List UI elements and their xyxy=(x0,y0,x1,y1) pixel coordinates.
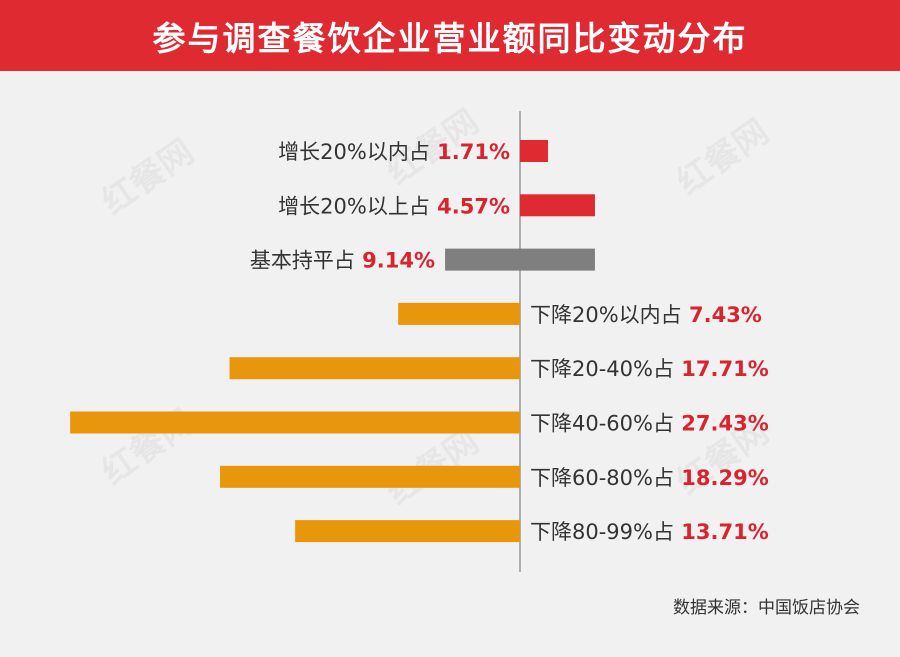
value-label: 27.43% xyxy=(674,412,769,436)
value-label: 7.43% xyxy=(682,303,762,327)
bar xyxy=(445,248,595,271)
bar-label: 增长20%以内占 1.71% xyxy=(278,140,510,164)
bar xyxy=(520,194,595,217)
value-label: 9.14% xyxy=(355,249,435,273)
category-label: 增长20%以上占 xyxy=(278,194,430,218)
category-label: 下降40-60%占 xyxy=(530,412,674,436)
value-label: 17.71% xyxy=(674,357,769,381)
bar xyxy=(220,465,520,488)
category-label: 增长20%以内占 xyxy=(278,140,430,164)
bar-label: 下降20%以内占 7.43% xyxy=(530,303,762,327)
category-label: 下降80-99%占 xyxy=(530,520,674,544)
chart-title: 参与调查餐饮企业营业额同比变动分布 xyxy=(0,0,900,71)
bar-chart: 增长20%以内占 1.71% 增长20%以上占 4.57% 基本持平占 9.14% 下… xyxy=(70,111,769,572)
category-label: 下降20-40%占 xyxy=(530,357,674,381)
bar-label: 增长20%以上占 4.57% xyxy=(278,194,510,218)
bar-label: 下降60-80%占 18.29% xyxy=(530,466,769,490)
bar xyxy=(398,302,520,325)
value-label: 1.71% xyxy=(430,140,510,164)
value-label: 18.29% xyxy=(674,466,769,490)
value-label: 4.57% xyxy=(430,194,510,218)
bar-label: 基本持平占 9.14% xyxy=(250,249,435,273)
category-label: 基本持平占 xyxy=(250,249,355,273)
bar-label: 下降80-99%占 13.71% xyxy=(530,520,769,544)
category-label: 下降60-80%占 xyxy=(530,466,674,490)
category-label: 下降20%以内占 xyxy=(530,303,682,327)
bar xyxy=(70,411,520,434)
bar-label: 下降40-60%占 27.43% xyxy=(530,412,769,436)
bar-label: 下降20-40%占 17.71% xyxy=(530,357,769,381)
bar xyxy=(229,357,520,380)
bar xyxy=(520,140,549,162)
data-source: 数据来源：中国饭店协会 xyxy=(673,598,860,618)
value-label: 13.71% xyxy=(674,520,769,544)
bar xyxy=(295,520,520,543)
